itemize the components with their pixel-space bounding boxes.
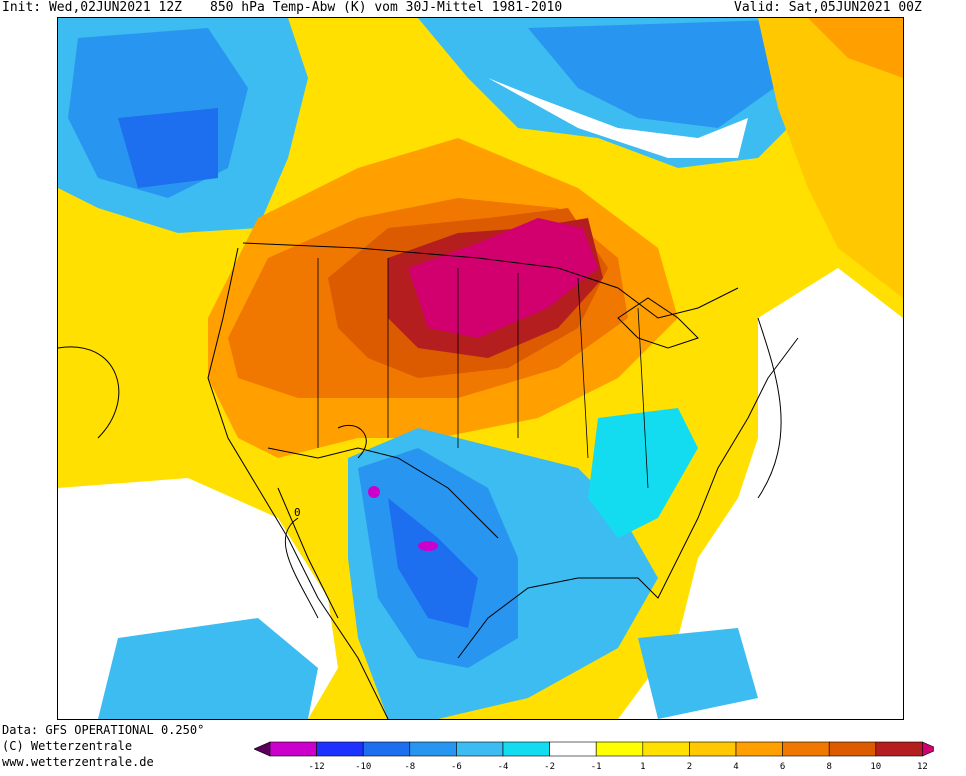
coastline-west [207, 247, 389, 719]
field-gulf-cool [638, 628, 758, 719]
colorbar-swatch [269, 741, 317, 757]
valid-time-label: Valid: Sat,05JUN2021 00Z [734, 0, 922, 15]
colorbar-swatch [782, 741, 830, 757]
colorbar-tick-label: 12 [917, 762, 928, 772]
field-hudson-white [488, 78, 748, 158]
init-time-label: Init: Wed,02JUN2021 12Z [2, 0, 183, 15]
colorbar-tick-label: -2 [544, 762, 555, 772]
colorbar-swatch [362, 741, 411, 757]
colorbar-tick-label: -1 [591, 762, 602, 772]
colorbar-tick-label: -8 [404, 762, 415, 772]
colorbar-swatch [316, 741, 364, 757]
colorbar-arrow-high [922, 741, 934, 757]
coastline-baja [277, 487, 339, 619]
colorbar-tick-label: -12 [308, 762, 324, 772]
website-url: www.wetterzentrale.de [2, 755, 154, 769]
map-title: 850 hPa Temp-Abw (K) vom 30J-Mittel 1981… [210, 0, 563, 15]
colorbar-swatch [735, 741, 783, 757]
field-se-cool [588, 408, 698, 538]
field-arctic-colder [528, 18, 838, 128]
colorbar-swatch [642, 741, 690, 757]
colorbar-tick-label: 10 [870, 762, 881, 772]
colorbar-swatch [595, 741, 644, 757]
colorbar-tick-label: -4 [498, 762, 509, 772]
colorbar-tick-label: 6 [780, 762, 785, 772]
great-lakes [617, 297, 699, 349]
field-ne-hot [808, 18, 903, 78]
field-sw-spot-1 [368, 486, 380, 498]
colorbar-tick-label: 4 [733, 762, 738, 772]
field-alaska-blue [118, 108, 218, 188]
field-sw-colder [388, 498, 478, 628]
colorbar-tick-label: 1 [640, 762, 645, 772]
colorbar-swatch [409, 741, 457, 757]
field-pacific-south-cool [98, 618, 318, 719]
colorbar-arrow-low [254, 741, 271, 757]
field-central-max [408, 218, 598, 338]
colorbar-tick-label: -6 [451, 762, 462, 772]
colorbar-swatch [689, 741, 737, 757]
colorbar-swatch [875, 741, 923, 757]
field-ne-orange [758, 18, 903, 298]
field-sw-spot-2 [418, 541, 438, 551]
color-legend: -12 -10 -8 -6 -4 -2 -1 1 2 4 6 8 10 12 [254, 741, 934, 772]
colorbar-swatch [828, 741, 877, 757]
border-canada-us [242, 242, 739, 319]
colorbar-tick-label: 8 [826, 762, 831, 772]
zero-contour-label: 0 [294, 506, 301, 519]
colorbar-swatch [456, 741, 504, 757]
colorbar-swatch [502, 741, 550, 757]
state-lines [317, 258, 649, 489]
coastline-gulf [457, 337, 799, 659]
temperature-anomaly-map: 0 [57, 17, 904, 720]
colorbar-tick-label: 2 [687, 762, 692, 772]
zero-contour [58, 317, 782, 619]
colorbar-tick-label: -10 [355, 762, 371, 772]
data-source-label: Data: GFS OPERATIONAL 0.250° [2, 723, 205, 737]
border-us-mexico [267, 447, 499, 539]
copyright-label: (C) Wetterzentrale [2, 739, 133, 753]
colorbar-swatch [549, 741, 597, 757]
